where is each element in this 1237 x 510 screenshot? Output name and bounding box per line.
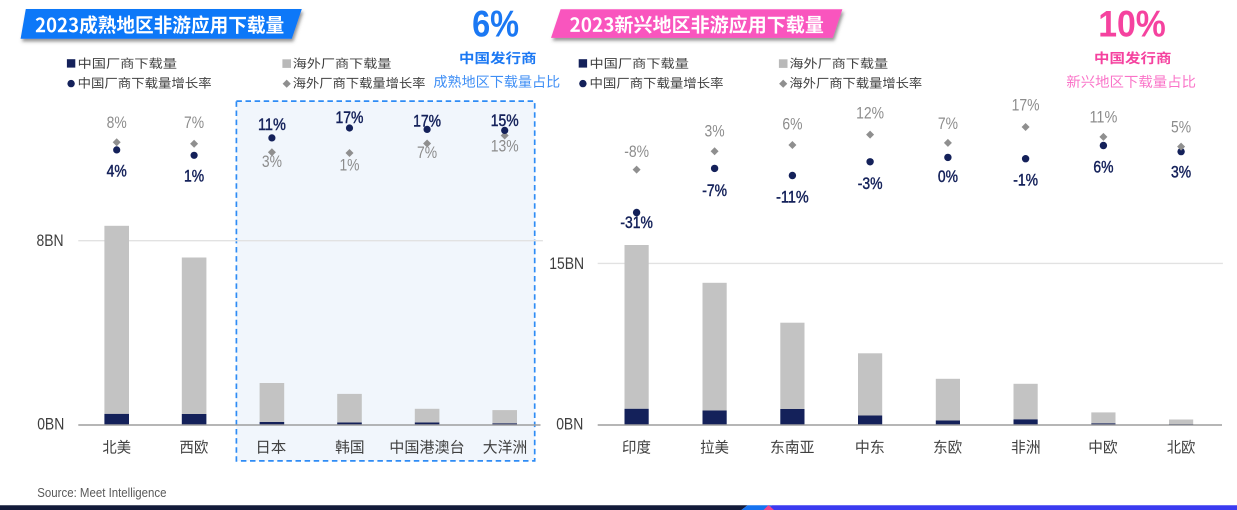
svg-text:7%: 7% (417, 144, 437, 162)
svg-text:-8%: -8% (624, 143, 649, 161)
svg-text:7%: 7% (184, 114, 204, 132)
svg-text:12%: 12% (856, 105, 884, 123)
svg-text:8%: 8% (107, 114, 127, 132)
svg-text:17%: 17% (413, 112, 441, 130)
svg-text:6%: 6% (472, 3, 519, 44)
svg-text:17%: 17% (1012, 97, 1040, 115)
svg-text:1%: 1% (184, 167, 204, 185)
svg-text:13%: 13% (491, 138, 519, 156)
svg-text:15BN: 15BN (549, 254, 584, 273)
svg-text:10%: 10% (1098, 3, 1166, 44)
svg-text:15%: 15% (491, 112, 519, 130)
svg-text:-31%: -31% (620, 214, 653, 232)
svg-text:8BN: 8BN (37, 231, 64, 250)
svg-text:-1%: -1% (1013, 172, 1038, 190)
svg-text:7%: 7% (938, 115, 958, 133)
svg-text:17%: 17% (336, 109, 364, 127)
svg-text:-11%: -11% (776, 189, 809, 207)
svg-text:-3%: -3% (858, 175, 883, 193)
svg-text:6%: 6% (782, 116, 802, 134)
svg-text:11%: 11% (258, 116, 286, 134)
svg-text:0BN: 0BN (37, 415, 64, 434)
svg-text:-7%: -7% (702, 182, 727, 200)
svg-text:3%: 3% (262, 153, 282, 171)
svg-text:3%: 3% (1171, 163, 1191, 181)
svg-text:6%: 6% (1093, 158, 1113, 176)
svg-text:0BN: 0BN (556, 415, 583, 434)
svg-text:1%: 1% (339, 156, 359, 174)
svg-text:3%: 3% (705, 122, 725, 140)
svg-text:5%: 5% (1171, 118, 1191, 136)
svg-text:Source: Meet Intelligence: Source: Meet Intelligence (37, 486, 166, 500)
svg-text:4%: 4% (107, 162, 127, 180)
svg-text:0%: 0% (938, 168, 958, 186)
svg-text:11%: 11% (1089, 109, 1117, 127)
